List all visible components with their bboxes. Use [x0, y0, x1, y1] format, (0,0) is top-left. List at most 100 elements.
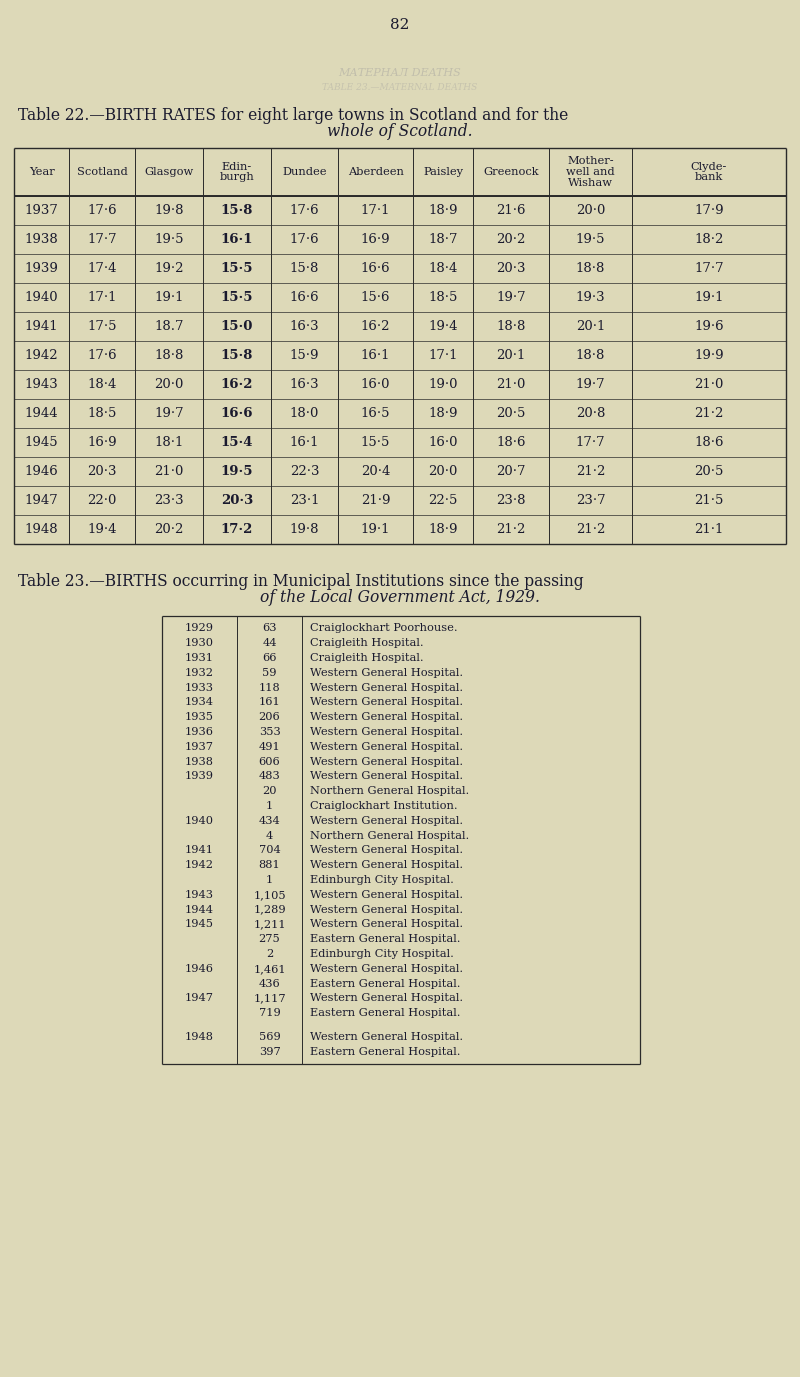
Text: 1,117: 1,117	[253, 993, 286, 1004]
Text: 21·5: 21·5	[694, 494, 724, 507]
Text: 19·6: 19·6	[694, 319, 724, 333]
Text: 15·9: 15·9	[290, 348, 319, 362]
Text: 23·7: 23·7	[576, 494, 606, 507]
Text: 18·8: 18·8	[576, 262, 605, 275]
Text: 1: 1	[266, 801, 273, 811]
Text: Dundee: Dundee	[282, 167, 326, 178]
Text: 1929: 1929	[185, 624, 214, 633]
Text: 63: 63	[262, 624, 277, 633]
Text: Western General Hospital.: Western General Hospital.	[310, 993, 463, 1004]
Text: 16·9: 16·9	[361, 233, 390, 246]
Text: 19·9: 19·9	[694, 348, 724, 362]
Text: 1941: 1941	[185, 845, 214, 855]
Text: 19·1: 19·1	[694, 291, 724, 304]
Text: 1943: 1943	[25, 379, 58, 391]
Text: 1938: 1938	[185, 756, 214, 767]
Text: 20·0: 20·0	[154, 379, 184, 391]
Text: 1937: 1937	[185, 742, 214, 752]
Text: Western General Hospital.: Western General Hospital.	[310, 861, 463, 870]
Text: 18·9: 18·9	[428, 523, 458, 536]
Text: 719: 719	[258, 1008, 280, 1018]
Text: 16·0: 16·0	[428, 437, 458, 449]
Text: 434: 434	[258, 815, 280, 826]
Text: 881: 881	[258, 861, 280, 870]
Text: Aberdeen: Aberdeen	[347, 167, 403, 178]
Text: 19·5: 19·5	[154, 233, 184, 246]
Text: Western General Hospital.: Western General Hospital.	[310, 1031, 463, 1042]
Text: 16·1: 16·1	[361, 348, 390, 362]
Text: 21·0: 21·0	[694, 379, 724, 391]
Text: 17·6: 17·6	[87, 204, 117, 218]
Text: 21·2: 21·2	[496, 523, 526, 536]
Text: 18·1: 18·1	[154, 437, 184, 449]
Text: 20·7: 20·7	[496, 465, 526, 478]
Text: 1933: 1933	[185, 683, 214, 693]
Text: 1939: 1939	[25, 262, 58, 275]
Text: Edin-: Edin-	[222, 161, 252, 172]
Text: 275: 275	[258, 934, 280, 945]
Text: Western General Hospital.: Western General Hospital.	[310, 756, 463, 767]
Text: 20·8: 20·8	[576, 408, 605, 420]
Text: 21·0: 21·0	[154, 465, 184, 478]
Text: 1938: 1938	[25, 233, 58, 246]
Text: 19·7: 19·7	[576, 379, 606, 391]
Text: 15·4: 15·4	[221, 437, 254, 449]
Text: 21·1: 21·1	[694, 523, 724, 536]
Text: 1,461: 1,461	[253, 964, 286, 974]
Text: 15·6: 15·6	[361, 291, 390, 304]
Text: Western General Hospital.: Western General Hospital.	[310, 920, 463, 929]
Text: 20·3: 20·3	[87, 465, 117, 478]
Text: 17·9: 17·9	[694, 204, 724, 218]
Text: 491: 491	[258, 742, 280, 752]
Text: 22·3: 22·3	[290, 465, 319, 478]
Text: 1946: 1946	[25, 465, 58, 478]
Text: 19·3: 19·3	[576, 291, 606, 304]
Text: 20·2: 20·2	[154, 523, 184, 536]
Text: 21·2: 21·2	[576, 465, 605, 478]
Text: 1945: 1945	[185, 920, 214, 929]
Text: Table 23.—BIRTHS occurring in Municipal Institutions since the passing: Table 23.—BIRTHS occurring in Municipal …	[18, 573, 584, 589]
Text: 19·1: 19·1	[154, 291, 184, 304]
Text: 21·2: 21·2	[694, 408, 724, 420]
Text: 569: 569	[258, 1031, 280, 1042]
Text: Northern General Hospital.: Northern General Hospital.	[310, 786, 470, 796]
Text: 44: 44	[262, 638, 277, 649]
Text: 20·1: 20·1	[496, 348, 526, 362]
Text: 17·1: 17·1	[87, 291, 117, 304]
Text: Edinburgh City Hospital.: Edinburgh City Hospital.	[310, 949, 454, 958]
Text: Table 22.—BIRTH RATES for eight large towns in Scotland and for the: Table 22.—BIRTH RATES for eight large to…	[18, 106, 568, 124]
Text: Eastern General Hospital.: Eastern General Hospital.	[310, 934, 461, 945]
Text: Craigleith Hospital.: Craigleith Hospital.	[310, 638, 424, 649]
Text: 1947: 1947	[25, 494, 58, 507]
Text: 18·5: 18·5	[87, 408, 117, 420]
Text: 19·0: 19·0	[428, 379, 458, 391]
Text: 1946: 1946	[185, 964, 214, 974]
Text: 23·1: 23·1	[290, 494, 319, 507]
Text: 16·0: 16·0	[361, 379, 390, 391]
Text: Western General Hospital.: Western General Hospital.	[310, 845, 463, 855]
Text: 18·5: 18·5	[428, 291, 458, 304]
Text: 436: 436	[258, 979, 280, 989]
Text: 17·4: 17·4	[87, 262, 117, 275]
Text: 17·7: 17·7	[694, 262, 724, 275]
Text: well and: well and	[566, 167, 615, 178]
Text: 118: 118	[258, 683, 280, 693]
Text: Craiglockhart Poorhouse.: Craiglockhart Poorhouse.	[310, 624, 458, 633]
Text: 20: 20	[262, 786, 277, 796]
Text: 16·6: 16·6	[221, 408, 254, 420]
Text: whole of Scotland.: whole of Scotland.	[327, 124, 473, 140]
Text: 17·2: 17·2	[221, 523, 253, 536]
Text: 20·1: 20·1	[576, 319, 605, 333]
Text: МАТЕРНАЛ DEATHS: МАТЕРНАЛ DEATHS	[338, 67, 462, 78]
Text: 606: 606	[258, 756, 280, 767]
Text: 1936: 1936	[185, 727, 214, 737]
Text: 20·5: 20·5	[694, 465, 724, 478]
Text: 483: 483	[258, 771, 280, 781]
Text: Paisley: Paisley	[423, 167, 463, 178]
Text: 22·5: 22·5	[428, 494, 458, 507]
Text: 704: 704	[258, 845, 280, 855]
Text: burgh: burgh	[220, 172, 254, 183]
Text: 17·1: 17·1	[428, 348, 458, 362]
Text: Western General Hospital.: Western General Hospital.	[310, 727, 463, 737]
Text: 1948: 1948	[25, 523, 58, 536]
